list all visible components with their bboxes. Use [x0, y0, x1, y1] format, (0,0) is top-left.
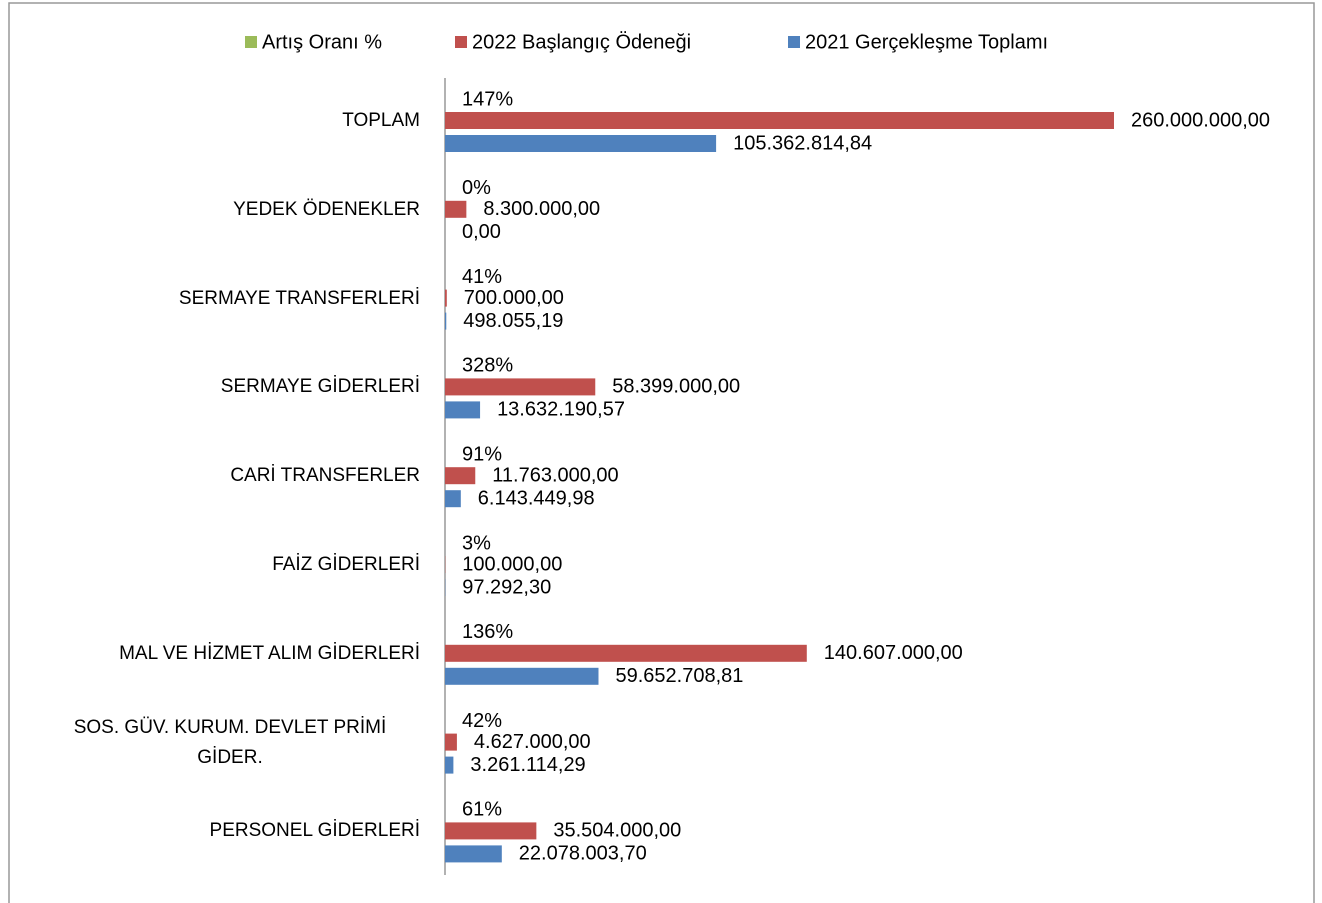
- data-label: 140.607.000,00: [824, 642, 963, 664]
- legend-label: 2022 Başlangıç Ödeneği: [472, 31, 691, 53]
- bar: [445, 845, 502, 863]
- data-label: 58.399.000,00: [612, 376, 740, 398]
- bar: [445, 644, 807, 662]
- data-label: 97.292,30: [462, 576, 551, 598]
- data-label: 4.627.000,00: [474, 731, 591, 753]
- data-label: 13.632.190,57: [497, 399, 625, 421]
- legend-label: 2021 Gerçekleşme Toplamı: [805, 31, 1048, 53]
- data-label: 100.000,00: [462, 553, 562, 575]
- legend-marker: [245, 36, 257, 48]
- data-label: 59.652.708,81: [615, 665, 743, 687]
- category-label-box: TOPLAM: [342, 91, 420, 151]
- bar: [445, 112, 1114, 129]
- data-label: 35.504.000,00: [553, 820, 681, 842]
- category-label: PERSONEL GİDERLERİ: [209, 820, 420, 842]
- bar: [445, 378, 596, 396]
- bar: [445, 200, 467, 218]
- bar: [445, 733, 457, 751]
- category-label-box: SERMAYE TRANSFERLERİ: [179, 269, 420, 329]
- data-label: 328%: [462, 355, 513, 377]
- data-label: 3.261.114,29: [470, 754, 585, 776]
- category-label: SERMAYE TRANSFERLERİ: [178, 287, 420, 309]
- data-label: 0%: [462, 177, 491, 199]
- bar: [445, 756, 454, 774]
- bar: [445, 289, 447, 307]
- data-label: 136%: [462, 621, 513, 643]
- category-label-box: FAİZ GİDERLERİ: [272, 535, 420, 595]
- category-label-box: YEDEK ÖDENEKLER: [233, 180, 420, 240]
- bar: [445, 490, 461, 508]
- data-label: 61%: [462, 799, 502, 821]
- data-label: 0,00: [462, 221, 501, 243]
- category-label-box: CARİ TRANSFERLER: [230, 446, 420, 506]
- data-label: 260.000.000,00: [1131, 109, 1270, 131]
- data-label: 147%: [462, 88, 513, 110]
- bar: [445, 312, 447, 330]
- bar: [445, 135, 717, 152]
- category-label-box: SOS. GÜV. KURUM. DEVLET PRİMİ GİDER.: [40, 713, 420, 773]
- category-label-box: SERMAYE GİDERLERİ: [221, 357, 420, 417]
- bar: [445, 467, 476, 485]
- data-label: 498.055,19: [463, 310, 563, 332]
- data-label: 11.763.000,00: [492, 464, 618, 486]
- bar: [445, 401, 481, 419]
- category-label-box: MAL VE HİZMET ALIM GİDERLERİ: [119, 624, 420, 684]
- category-label: SERMAYE GİDERLERİ: [220, 376, 420, 398]
- legend-label: Artış Oranı %: [262, 31, 382, 53]
- data-label: 22.078.003,70: [519, 843, 647, 865]
- bar: [445, 822, 537, 840]
- data-label: 105.362.814,84: [733, 132, 872, 154]
- data-label: 8.300.000,00: [483, 198, 600, 220]
- category-label-box: PERSONEL GİDERLERİ: [210, 801, 420, 861]
- category-label: MAL VE HİZMET ALIM GİDERLERİ: [119, 642, 420, 664]
- data-label: 700.000,00: [464, 287, 564, 309]
- category-label: TOPLAM: [342, 110, 420, 131]
- data-label: 41%: [462, 266, 502, 288]
- legend-marker: [455, 36, 467, 48]
- data-label: 6.143.449,98: [478, 487, 595, 509]
- chart-border: [8, 2, 1315, 903]
- data-label: 42%: [462, 710, 502, 732]
- data-label: 91%: [462, 443, 502, 465]
- bar: [445, 667, 599, 685]
- data-label: 3%: [462, 532, 491, 554]
- category-label: FAİZ GİDERLERİ: [272, 554, 420, 575]
- category-label: CARİ TRANSFERLER: [230, 465, 420, 487]
- legend-marker: [788, 36, 800, 48]
- category-label: YEDEK ÖDENEKLER: [233, 198, 420, 220]
- category-label: SOS. GÜV. KURUM. DEVLET PRİMİ GİDER.: [73, 716, 387, 768]
